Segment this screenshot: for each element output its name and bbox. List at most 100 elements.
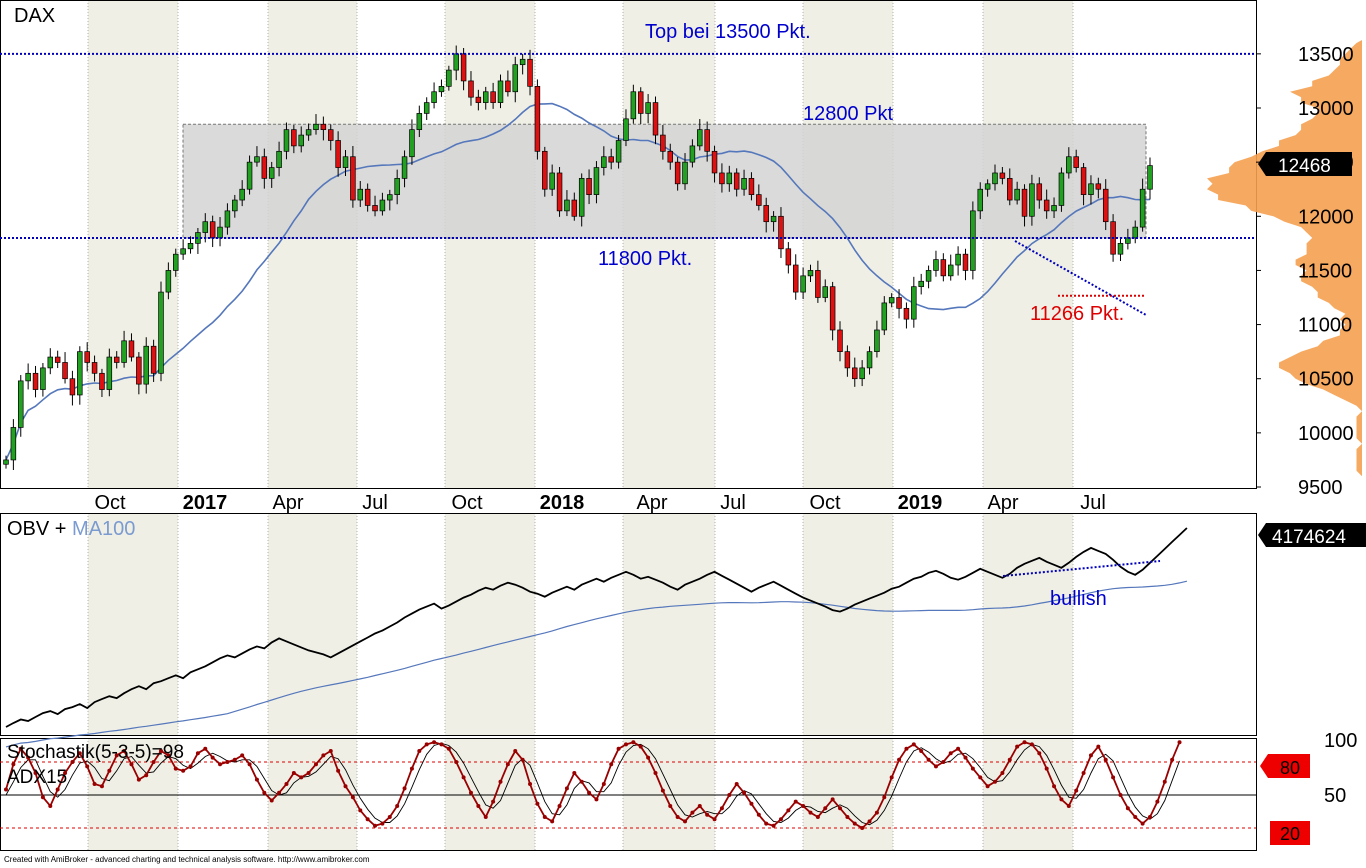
- candle-down: [320, 123, 327, 131]
- candle: [800, 267, 806, 300]
- stochastic-point: [719, 806, 724, 811]
- candle: [822, 279, 829, 303]
- candle-up: [423, 102, 430, 114]
- stochastic-point: [867, 819, 872, 824]
- stochastic-point: [387, 815, 392, 819]
- candle-down: [719, 172, 725, 185]
- candle-up: [268, 167, 275, 179]
- candle-up: [394, 178, 400, 195]
- stochastic-point: [557, 804, 562, 808]
- candle-up: [881, 302, 888, 331]
- candle: [726, 165, 733, 192]
- candle: [438, 79, 445, 97]
- candle: [911, 276, 917, 328]
- stochastic-point: [1103, 757, 1108, 762]
- candle-down: [335, 140, 341, 168]
- time-tick-label: Apr: [636, 492, 667, 514]
- stochastic-point: [668, 804, 673, 808]
- candle: [1014, 181, 1020, 205]
- stochastic-point: [564, 786, 569, 791]
- stochastic-point: [963, 755, 968, 760]
- stochastic-point: [483, 815, 488, 819]
- candle-up: [239, 188, 245, 201]
- stochastic-point: [247, 762, 252, 767]
- stochastic-point: [623, 742, 628, 747]
- label-top-13500: Top bei 13500 Pkt.: [645, 21, 811, 43]
- candle: [291, 125, 297, 154]
- candle: [962, 248, 969, 281]
- candle-down: [84, 351, 90, 363]
- candle-up: [578, 178, 585, 217]
- stochastic-point: [749, 801, 754, 806]
- time-axis: Oct 2017 Apr Jul Oct 2018 Apr Jul Oct 2019 Apr Jul: [94, 492, 1105, 514]
- candle: [763, 197, 769, 233]
- stochastic-point: [778, 817, 783, 822]
- price-tick-label: 10500: [1298, 369, 1354, 391]
- candle-down: [571, 199, 578, 217]
- price-tick-label: 10000: [1298, 423, 1354, 445]
- stochastic-point: [461, 775, 466, 780]
- stochastic-point: [1096, 744, 1101, 749]
- candle-down: [534, 85, 541, 152]
- stochastic-point: [85, 764, 90, 769]
- candle-up: [822, 286, 829, 298]
- candle-up: [482, 91, 489, 103]
- candle: [770, 211, 777, 232]
- candle-down: [962, 253, 969, 271]
- candle: [1088, 175, 1094, 205]
- time-tick-label: Apr: [272, 492, 303, 514]
- price-axis: 9500100001050011000115001200012500130001…: [1256, 44, 1354, 499]
- candle-down: [1073, 156, 1079, 168]
- stochastic-point: [638, 744, 643, 749]
- candle: [1073, 149, 1079, 173]
- candle-up: [438, 85, 445, 93]
- stochastic-point: [343, 784, 348, 789]
- oscillator-tick-label: 50: [1324, 785, 1346, 807]
- candle-up: [1117, 243, 1124, 255]
- candle: [1080, 163, 1087, 206]
- candle-up: [726, 172, 733, 185]
- candle: [246, 155, 253, 195]
- time-tick-label: Oct: [809, 492, 841, 514]
- candle: [357, 180, 364, 207]
- candle: [136, 352, 142, 395]
- candle-up: [1029, 183, 1035, 217]
- stochastic-point: [476, 804, 481, 808]
- candle: [298, 126, 304, 153]
- candle-up: [1125, 237, 1131, 244]
- stochastic-point: [63, 771, 68, 775]
- stochastic-point: [225, 760, 230, 764]
- candle: [416, 105, 423, 138]
- candle-up: [689, 145, 696, 163]
- time-tick-label: Jul: [1080, 492, 1106, 514]
- candle-down: [1080, 167, 1087, 195]
- candle-up: [645, 102, 651, 114]
- candle-up: [47, 356, 54, 369]
- candle-down: [32, 372, 39, 390]
- stochastic-point: [277, 790, 282, 795]
- time-tick-label: Jul: [720, 492, 746, 514]
- candle-up: [276, 150, 282, 168]
- candle-up: [158, 291, 164, 374]
- candle-up: [519, 58, 526, 66]
- candle-up: [1051, 205, 1057, 212]
- candle-up: [357, 188, 364, 201]
- candle: [143, 337, 149, 394]
- candle-up: [615, 140, 622, 163]
- stochastic-point: [993, 779, 998, 784]
- stochastic-point: [1088, 753, 1093, 758]
- stochastic-point: [151, 760, 156, 764]
- candle: [387, 189, 393, 211]
- candle-up: [187, 243, 194, 250]
- time-tick-label: 2017: [183, 492, 228, 514]
- candle-down: [829, 286, 836, 331]
- candle-down: [99, 372, 105, 390]
- candle: [1029, 174, 1035, 226]
- stochastic-point: [845, 815, 850, 819]
- stochastic-point: [823, 806, 828, 811]
- stochastic-point: [240, 753, 245, 758]
- time-tick-label: 2018: [540, 492, 585, 514]
- candle: [992, 164, 998, 191]
- price-tick-label: 11500: [1298, 260, 1352, 282]
- stochastic-point: [454, 760, 459, 764]
